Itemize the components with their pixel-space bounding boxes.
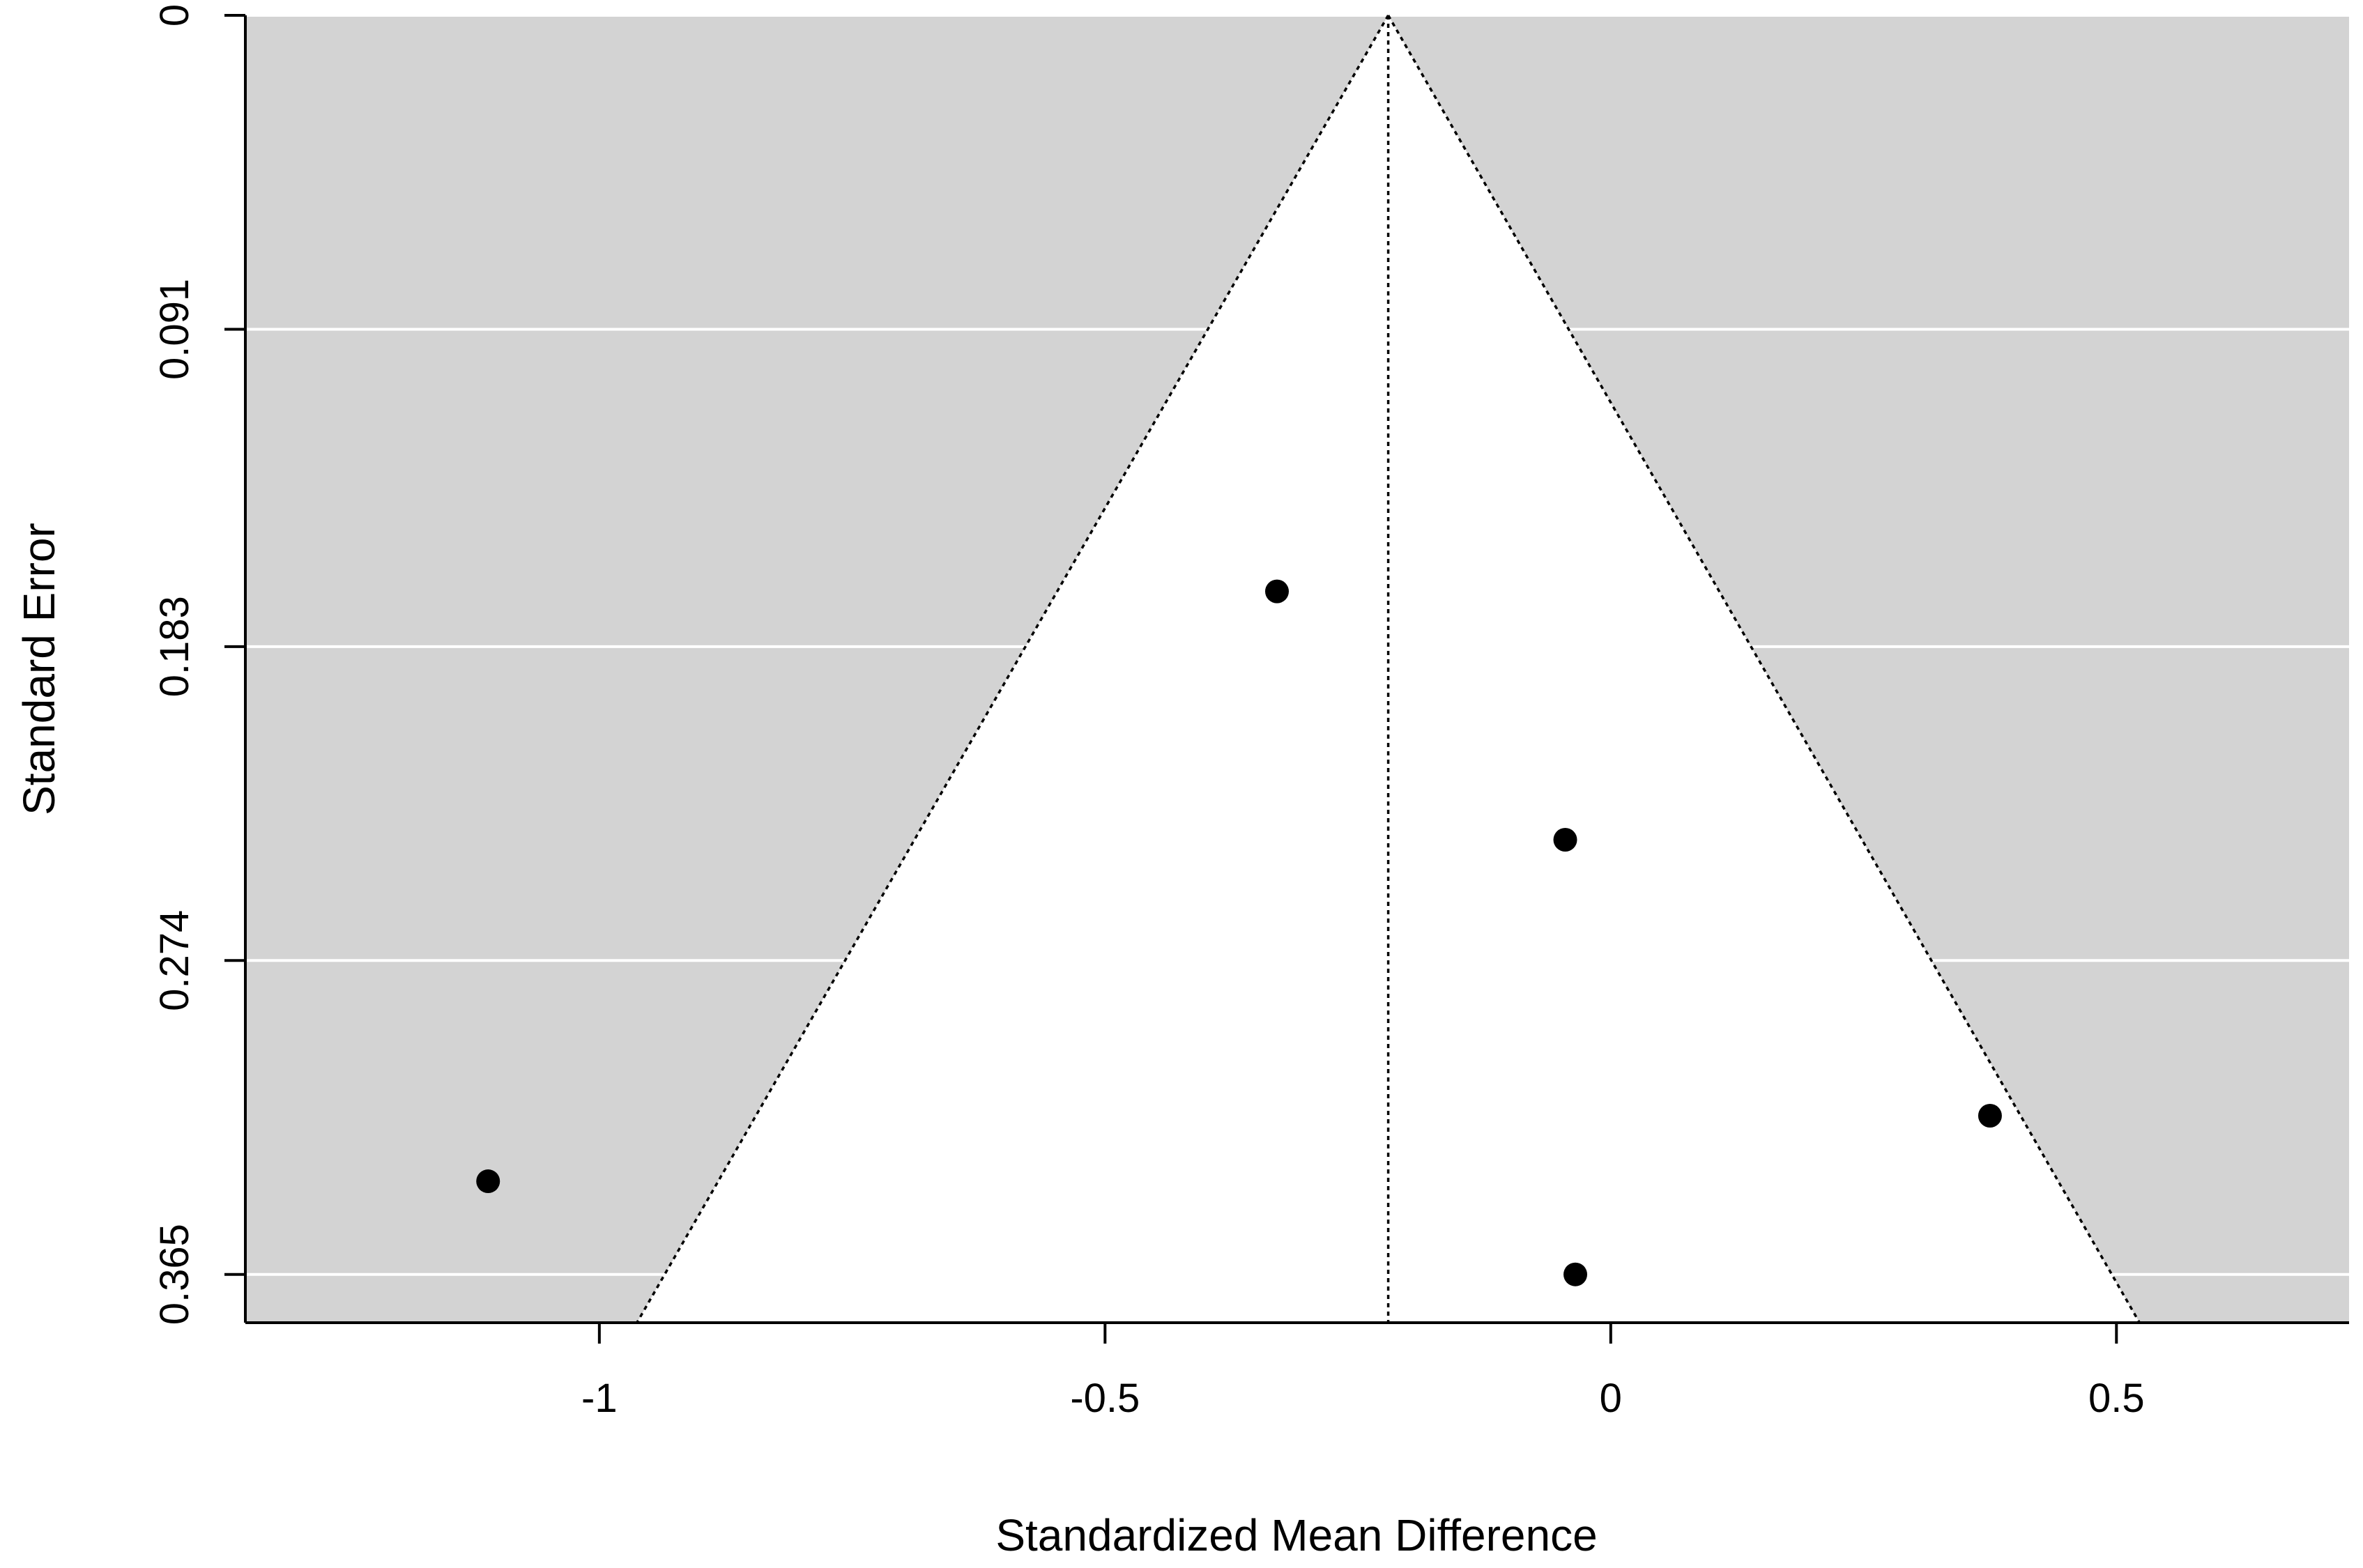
x-tick-label-1: -0.5 <box>1070 1376 1140 1421</box>
x-tick-label-3: 0.5 <box>2088 1376 2145 1421</box>
data-point-5 <box>1563 1262 1588 1286</box>
x-tick-label-2: 0 <box>1600 1376 1622 1421</box>
data-point-3 <box>1553 828 1577 852</box>
plot-area <box>245 14 2349 1323</box>
y-tick-label-1: 0.091 <box>152 279 197 380</box>
x-axis-title: Standardized Mean Difference <box>995 1510 1597 1560</box>
funnel-right-boundary <box>1387 15 2141 1323</box>
data-point-1 <box>476 1169 500 1194</box>
funnel-left-boundary <box>636 15 1390 1323</box>
y-tick-label-4: 0.365 <box>152 1224 197 1325</box>
y-tick-label-2: 0.183 <box>152 596 197 697</box>
data-point-4 <box>1978 1104 2002 1128</box>
axes: -1 -0.5 0 0.5 0 0.091 0.183 0.274 0.365 <box>152 4 2349 1421</box>
y-tick-label-3: 0.274 <box>152 910 197 1011</box>
y-tick-label-0: 0 <box>152 4 197 26</box>
x-tick-label-0: -1 <box>581 1376 618 1421</box>
y-axis-title: Standard Error <box>14 523 64 815</box>
data-point-2 <box>1264 579 1289 604</box>
